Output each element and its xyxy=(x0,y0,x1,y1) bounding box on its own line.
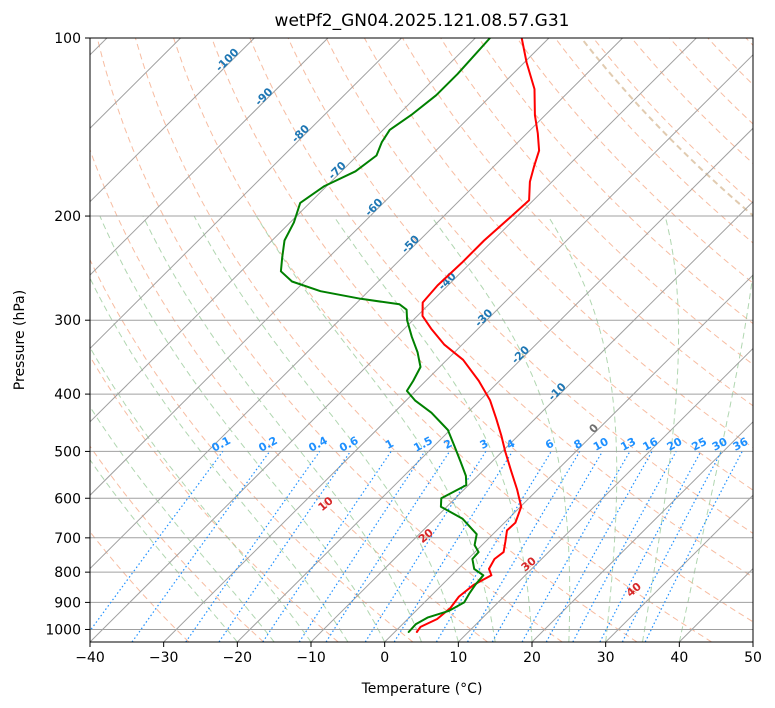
mixing-ratio-label: 20 xyxy=(665,435,685,454)
y-tick-label: 100 xyxy=(54,31,81,47)
profile-lines xyxy=(279,38,541,633)
x-tick-label: 0 xyxy=(380,650,389,666)
mixing-ratio-label: 16 xyxy=(641,435,661,454)
dry-adiabat-line xyxy=(134,38,638,642)
x-tick-label: 30 xyxy=(597,650,615,666)
mixing-ratio-line xyxy=(325,451,451,642)
dry-adiabat-line xyxy=(173,38,712,642)
y-tick-label: 1000 xyxy=(45,622,81,638)
x-tick-label: −40 xyxy=(75,650,105,666)
mixing-ratio-line xyxy=(262,451,392,642)
mixing-ratio-line xyxy=(393,451,513,642)
dewpoint-profile-line xyxy=(279,38,491,633)
x-tick-label: 20 xyxy=(523,650,541,666)
mixing-ratio-label: 36 xyxy=(731,435,751,454)
y-tick-label: 700 xyxy=(54,531,81,547)
y-tick-label: 800 xyxy=(54,565,81,581)
dry-adiabat-line xyxy=(592,38,753,204)
mixing-ratio-label: 25 xyxy=(689,435,709,454)
y-axis-label: Pressure (hPa) xyxy=(12,290,28,390)
temperature-profile-line xyxy=(415,38,541,633)
moist-adiabat-line xyxy=(90,458,238,642)
isotherm-line xyxy=(90,38,697,642)
y-tick-label: 500 xyxy=(54,444,81,460)
isotherm-line xyxy=(163,54,753,642)
mixing-ratio-label: 10 xyxy=(591,435,611,454)
isotherm-line xyxy=(531,421,753,642)
mixing-ratio-label: 13 xyxy=(618,435,638,454)
y-tick-label: 600 xyxy=(54,491,81,507)
isotherm-line xyxy=(236,127,753,642)
isotherm-line xyxy=(90,38,476,423)
moist-adiabat-line xyxy=(678,270,753,642)
moist-adiabat-line xyxy=(90,405,275,642)
x-tick-label: 10 xyxy=(449,650,467,666)
mixing-ratio-line xyxy=(572,451,677,642)
y-tick-label: 200 xyxy=(54,209,81,225)
mixing-ratio-line xyxy=(521,451,631,642)
mixing-ratio-label: 30 xyxy=(710,435,730,454)
dry-adiabat-line xyxy=(287,38,753,534)
mixing-ratio-line xyxy=(545,451,653,642)
x-axis: −40 −30 −20 −10 0 10 20 30 40 50 xyxy=(75,642,762,666)
isotherm-line xyxy=(90,38,623,570)
moist-adiabat-line xyxy=(642,215,680,642)
dry-adiabat-line xyxy=(211,38,753,623)
x-tick-label: −20 xyxy=(223,650,253,666)
isotherm-line xyxy=(457,347,753,642)
dry-adiabat-line xyxy=(90,258,414,642)
dry-adiabat-line xyxy=(96,38,563,642)
mixing-ratio-line xyxy=(644,451,743,642)
mixing-ratio-line xyxy=(298,451,426,642)
dry-adiabat-line xyxy=(478,38,753,325)
isotherm-line xyxy=(310,200,753,642)
moist-adiabat-line xyxy=(547,215,618,642)
mixing-ratio-line xyxy=(131,451,271,642)
isotherm-line xyxy=(605,494,753,642)
mixing-ratio-line xyxy=(218,451,351,642)
plot-area-frame xyxy=(89,37,754,643)
moist-adiabat-line xyxy=(333,215,533,642)
y-tick-label: 900 xyxy=(54,595,81,611)
x-tick-label: −10 xyxy=(296,650,326,666)
x-tick-label: 50 xyxy=(744,650,762,666)
y-axis: 100 200 300 400 500 600 700 800 900 1000 xyxy=(45,31,90,638)
dry-adiabat-line xyxy=(516,38,753,284)
chart-title: wetPf2_GN04.2025.121.08.57.G31 xyxy=(275,11,570,31)
moist-adiabat-line xyxy=(142,215,422,642)
reference-curve xyxy=(580,38,753,217)
dry-adiabat-line xyxy=(90,445,264,642)
isotherm-line xyxy=(90,38,550,496)
moist-adiabat-line xyxy=(193,215,459,642)
mixing-ratio-line xyxy=(185,451,321,642)
x-axis-label: Temperature (°C) xyxy=(361,681,483,697)
y-tick-label: 400 xyxy=(54,387,81,403)
mixing-ratio-line xyxy=(90,451,224,632)
dry-adiabat-line xyxy=(402,38,753,407)
isotherm-line xyxy=(90,38,329,276)
x-tick-label: 40 xyxy=(670,650,688,666)
isotherm-line xyxy=(384,274,753,642)
isotherm-line xyxy=(90,38,402,350)
isotherm-line xyxy=(90,38,255,203)
moist-adiabat-line xyxy=(99,215,386,642)
y-tick-label: 300 xyxy=(54,313,81,329)
dry-adiabat-line xyxy=(631,38,753,165)
moist-adiabat-line xyxy=(430,215,571,642)
moist-adiabat-line xyxy=(90,346,312,642)
dry-adiabat-line xyxy=(249,38,753,578)
x-tick-label: −30 xyxy=(149,650,179,666)
